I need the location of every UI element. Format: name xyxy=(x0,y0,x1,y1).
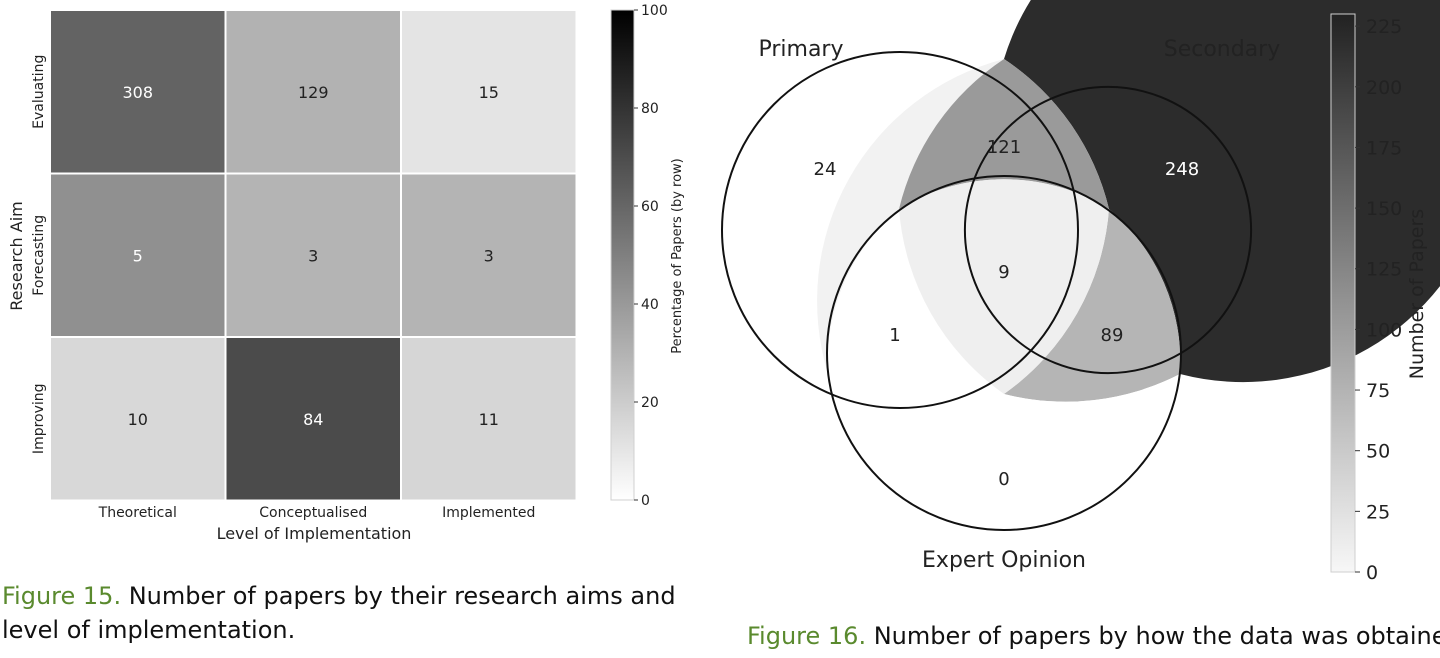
heatmap-cell-value: 10 xyxy=(128,410,148,429)
heatmap-chart: 308 129 15 5 3 3 10 84 11 Theoretical Conceptuali… xyxy=(7,3,685,543)
heatmap-cell xyxy=(49,336,227,502)
figure-15-label: Figure 15. xyxy=(2,582,122,610)
venn-region-value: 1 xyxy=(889,325,900,346)
heatmap-cell xyxy=(224,172,402,338)
figure-16-label: Figure 16. xyxy=(747,622,867,650)
heatmap-cell-value: 5 xyxy=(133,246,143,265)
figure-16-text: Number of papers by how the data was obt… xyxy=(866,622,1440,650)
heatmap-y-tick-labels: Evaluating Forecasting Improving xyxy=(31,55,47,454)
heatmap-colorbar-gradient xyxy=(610,9,635,501)
venn-region-value: 121 xyxy=(987,137,1021,158)
heatmap-colorbar: 0 20 40 60 80 100 Percentage of Papers (by ro… xyxy=(610,3,685,509)
heatmap-y-tick-label: Evaluating xyxy=(31,55,47,129)
venn-colorbar-tick-label: 225 xyxy=(1366,16,1402,38)
venn-colorbar-tick-label: 150 xyxy=(1366,198,1402,220)
venn-region-value: 9 xyxy=(998,262,1009,283)
heatmap-colorbar-tick-label: 20 xyxy=(641,395,659,411)
figure-15-caption: Figure 15. Number of papers by their res… xyxy=(2,579,702,647)
heatmap-cell xyxy=(400,336,578,502)
venn-set-label-secondary: Secondary xyxy=(1164,37,1281,62)
venn-region-expert-only xyxy=(828,374,1180,480)
heatmap-colorbar-tick-label: 80 xyxy=(641,101,659,117)
venn-colorbar-tick-label: 75 xyxy=(1366,380,1390,402)
venn-region-value: 89 xyxy=(1101,325,1124,346)
heatmap-colorbar-tick-label: 100 xyxy=(641,3,668,19)
venn-region-primary-secondary xyxy=(899,59,1109,209)
heatmap-cell xyxy=(49,172,227,338)
venn-region-all-three xyxy=(899,179,1109,394)
venn-circle-secondary xyxy=(963,85,1253,375)
heatmap-cells: 308 129 15 5 3 3 10 84 11 xyxy=(49,9,578,502)
figure-16-caption: Figure 16. Number of papers by how the d… xyxy=(747,619,1440,653)
heatmap-cell-value: 3 xyxy=(308,246,318,265)
venn-colorbar-label: Number of Papers xyxy=(1406,209,1428,379)
venn-colorbar-tick-label: 0 xyxy=(1366,562,1378,584)
heatmap-cell-value: 11 xyxy=(479,410,499,429)
heatmap-x-tick-labels: Theoretical Conceptualised Implemented xyxy=(98,505,536,521)
venn-region-primary-expert xyxy=(827,209,1004,402)
venn-set-label-primary: Primary xyxy=(758,37,843,62)
venn-region-secondary-expert xyxy=(1004,209,1181,402)
venn-colorbar-tick-label: 200 xyxy=(1366,77,1402,99)
heatmap-cell-value: 84 xyxy=(303,410,323,429)
heatmap-colorbar-tick-label: 0 xyxy=(641,493,650,509)
heatmap-cell xyxy=(400,9,578,175)
venn-circle-expert xyxy=(826,175,1182,531)
heatmap-cell xyxy=(224,336,402,502)
venn-colorbar-ticks: 0 25 50 75 100 125 150 175 200 225 xyxy=(1355,16,1402,584)
heatmap-y-tick-label: Improving xyxy=(31,383,47,454)
figure-15-text: Number of papers by their research aims … xyxy=(2,582,676,644)
venn-set-label-expert-opinion: Expert Opinion xyxy=(922,548,1086,573)
heatmap-y-tick-label: Forecasting xyxy=(31,215,47,296)
heatmap-x-axis-label: Level of Implementation xyxy=(217,524,412,543)
heatmap-x-tick-label: Theoretical xyxy=(98,505,177,521)
heatmap-cell-value: 129 xyxy=(298,83,329,102)
venn-circle-primary xyxy=(721,51,1079,409)
heatmap-y-axis-label: Research Aim xyxy=(7,201,26,310)
heatmap-x-tick-label: Implemented xyxy=(442,505,535,521)
heatmap-x-tick-label: Conceptualised xyxy=(259,505,367,521)
venn-colorbar-tick-label: 175 xyxy=(1366,137,1402,159)
heatmap-colorbar-tick-label: 40 xyxy=(641,297,659,313)
venn-region-value: 248 xyxy=(1165,159,1199,180)
venn-region-primary-only xyxy=(817,59,1004,374)
venn-colorbar-tick-label: 50 xyxy=(1366,441,1390,463)
heatmap-colorbar-tick-label: 60 xyxy=(641,199,659,215)
venn-colorbar: 0 25 50 75 100 125 150 175 200 225 Number of Pape… xyxy=(1330,13,1428,584)
heatmap-cell xyxy=(224,9,402,175)
heatmap-cell-value: 3 xyxy=(484,246,494,265)
heatmap-cell-value: 15 xyxy=(479,83,499,102)
venn-chart: Primary Secondary Expert Opinion 24 248 0 1… xyxy=(721,0,1440,584)
venn-colorbar-tick-label: 25 xyxy=(1366,501,1390,523)
heatmap-colorbar-label: Percentage of Papers (by row) xyxy=(670,158,685,354)
venn-region-value: 24 xyxy=(814,159,837,180)
heatmap-cell xyxy=(49,9,227,175)
venn-region-values: 24 248 0 121 1 89 9 xyxy=(814,137,1200,490)
heatmap-cell-value: 308 xyxy=(122,83,153,102)
venn-colorbar-gradient xyxy=(1330,13,1356,573)
venn-region-value: 0 xyxy=(998,469,1009,490)
heatmap-colorbar-ticks: 0 20 40 60 80 100 xyxy=(634,3,668,509)
venn-colorbar-tick-label: 125 xyxy=(1366,259,1402,281)
heatmap-cell xyxy=(400,172,578,338)
venn-colorbar-tick-label: 100 xyxy=(1366,319,1402,341)
